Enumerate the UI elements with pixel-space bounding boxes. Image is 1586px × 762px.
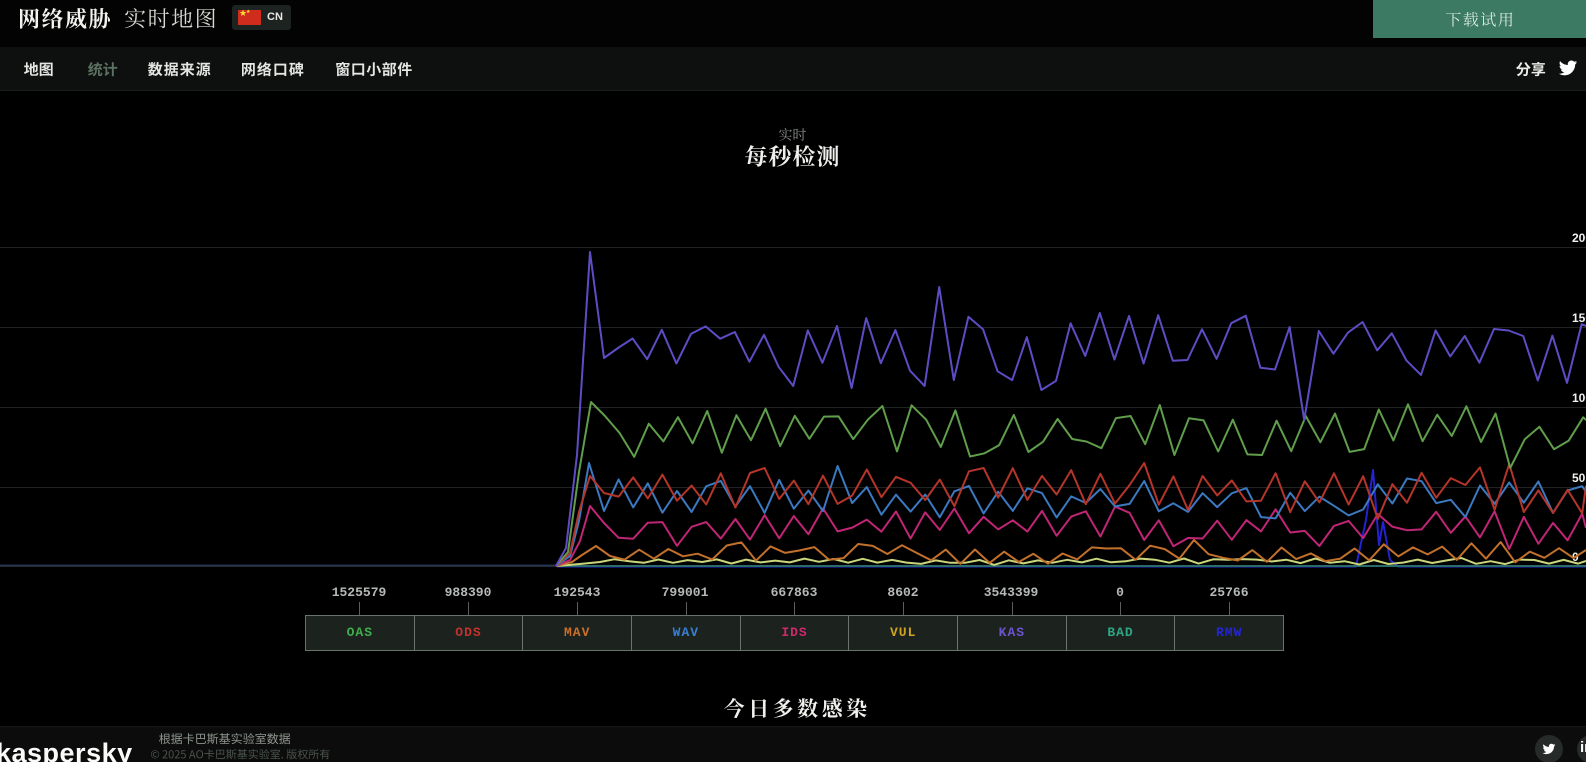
svg-text:50: 50: [1572, 471, 1586, 485]
svg-text:100: 100: [1572, 391, 1586, 405]
svg-text:200: 200: [1572, 231, 1586, 245]
svg-text:150: 150: [1572, 311, 1586, 325]
